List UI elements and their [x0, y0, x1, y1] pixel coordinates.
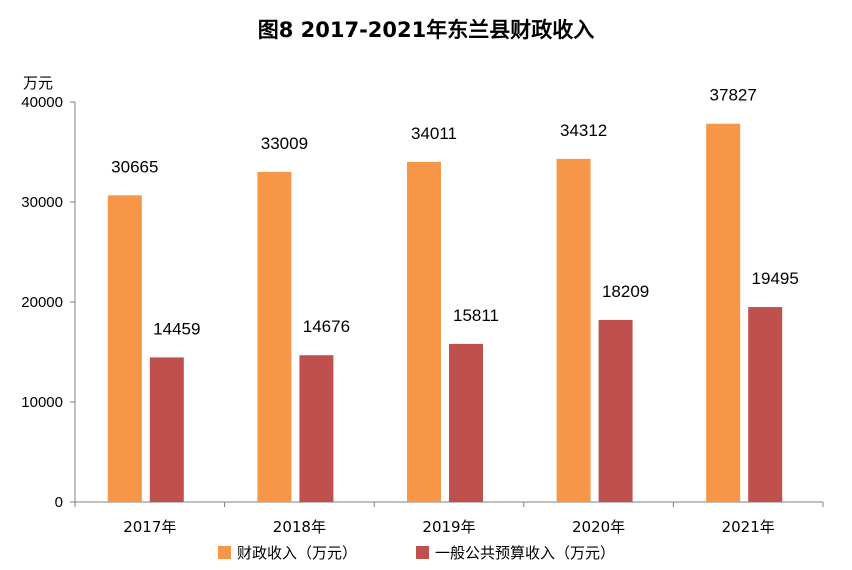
bar-general-budget-revenue — [299, 355, 334, 502]
y-tick-label: 0 — [55, 494, 63, 511]
y-axis-unit-label: 万元 — [23, 74, 53, 92]
bar-general-budget-revenue — [449, 343, 483, 502]
data-labels: 30665 14459 33009 14676 34011 15811 34312 18209… — [111, 86, 799, 339]
data-label: 34011 — [411, 124, 457, 143]
bar-general-budget-revenue — [149, 357, 184, 502]
legend-swatch — [416, 546, 429, 559]
data-label: 30665 — [111, 157, 158, 176]
legend-label: 财政收入（万元） — [237, 544, 357, 562]
y-tick-label: 20000 — [21, 294, 63, 311]
legend: 财政收入（万元） 一般公共预算收入（万元） — [218, 544, 615, 562]
data-label: 14676 — [303, 317, 350, 336]
x-category-label: 2019年 — [422, 518, 475, 536]
bar-fiscal-revenue — [107, 195, 142, 502]
y-tick-label: 40000 — [21, 94, 63, 111]
bar-fiscal-revenue — [706, 123, 741, 502]
axes: 0 10000 20000 30000 40000 2017年 2018年 2019年 2020… — [21, 94, 824, 536]
legend-swatch — [218, 546, 231, 559]
bar-fiscal-revenue — [556, 158, 591, 502]
data-label: 19495 — [752, 269, 799, 288]
data-label: 33009 — [261, 134, 308, 153]
x-category-label: 2021年 — [722, 518, 775, 536]
data-label: 34312 — [560, 121, 607, 140]
legend-label: 一般公共预算收入（万元） — [435, 544, 615, 562]
chart-title: 图8 2017-2021年东兰县财政收入 — [257, 18, 595, 42]
bars — [107, 123, 783, 502]
data-label: 37827 — [710, 86, 757, 105]
bar-general-budget-revenue — [598, 319, 633, 502]
bar-fiscal-revenue — [257, 171, 292, 502]
x-category-label: 2018年 — [273, 518, 326, 536]
data-label: 14459 — [153, 319, 200, 338]
bar-fiscal-revenue — [407, 161, 441, 502]
y-tick-label: 30000 — [21, 194, 63, 211]
data-label: 18209 — [602, 282, 649, 301]
bar-general-budget-revenue — [748, 307, 783, 502]
x-category-label: 2017年 — [123, 518, 176, 536]
data-label: 15811 — [453, 306, 499, 325]
x-category-label: 2020年 — [572, 518, 625, 536]
y-tick-label: 10000 — [21, 394, 63, 411]
